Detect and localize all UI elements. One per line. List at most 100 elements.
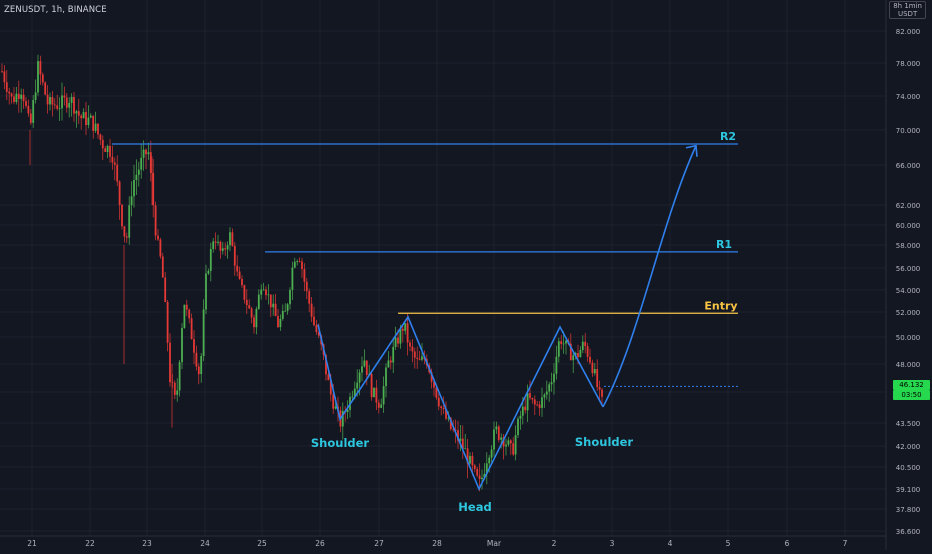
candle-body <box>250 308 253 318</box>
candle-body <box>490 449 493 458</box>
candle-body <box>459 438 462 441</box>
candle-body <box>238 271 241 279</box>
projection-arrow-path <box>602 145 697 408</box>
candle-body <box>73 96 75 114</box>
candle-body <box>197 366 200 375</box>
projection-arrow-head <box>685 144 698 157</box>
r1-level-label: R1 <box>716 238 732 251</box>
candle-body <box>183 304 186 328</box>
candle-body <box>589 356 591 363</box>
candle-body <box>593 369 596 374</box>
price-axis-label: 42.000 <box>896 443 921 451</box>
candle-body <box>149 152 152 173</box>
candle-body <box>449 417 452 429</box>
candle-body <box>214 241 217 243</box>
candle-body <box>435 387 438 398</box>
candle-body <box>308 291 311 304</box>
countdown-label: 8h 1min <box>893 2 922 10</box>
candle-body <box>526 393 529 411</box>
candle-body <box>579 350 582 358</box>
candle-body <box>418 358 421 360</box>
candle-body <box>577 353 579 358</box>
candle-body <box>58 108 61 110</box>
candle-body <box>15 93 18 103</box>
candle-body <box>255 308 258 328</box>
candle-body <box>106 145 109 153</box>
candle-body <box>53 104 56 106</box>
price-axis-label: 66.000 <box>896 162 921 170</box>
candle-body <box>584 341 587 347</box>
candle-body <box>171 382 174 383</box>
candle-body <box>409 342 411 347</box>
time-axis-label: 3 <box>610 539 615 548</box>
candle-body <box>464 448 467 450</box>
candle-body <box>476 468 479 476</box>
candle-body <box>389 360 392 363</box>
candle-body <box>137 169 140 175</box>
candle-body <box>454 429 457 431</box>
candle-body <box>63 95 66 98</box>
candle-body <box>495 426 498 430</box>
candle-body <box>512 443 515 455</box>
price-axis-label: 62.000 <box>896 202 921 210</box>
price-axis-label: 56.000 <box>896 265 921 273</box>
candle-body <box>274 303 277 317</box>
time-axis-label: 25 <box>257 539 267 548</box>
candle-body <box>75 111 78 114</box>
left-shoulder-label: Shoulder <box>311 436 370 450</box>
head-label: Head <box>458 500 491 514</box>
candle-body <box>34 92 37 101</box>
candle-body <box>524 406 527 411</box>
candle-body <box>363 360 366 367</box>
candle-body <box>406 323 409 343</box>
candle-body <box>147 152 150 155</box>
candle-body <box>317 332 320 336</box>
candle-body <box>555 356 558 374</box>
candle-body <box>519 415 522 419</box>
candle-body <box>392 346 395 363</box>
candle-body <box>327 374 330 381</box>
candle-body <box>224 248 227 250</box>
candle-body <box>598 387 601 390</box>
candle-body <box>509 440 512 444</box>
candle-body <box>229 232 231 246</box>
candle-body <box>469 455 471 464</box>
candle-body <box>212 241 215 250</box>
candle-body <box>385 367 387 387</box>
candle-body <box>173 382 176 395</box>
price-axis-label: 50.000 <box>896 334 921 342</box>
candle-body <box>262 289 265 291</box>
candle-body <box>152 172 155 206</box>
candle-body <box>233 245 236 266</box>
symbol-title[interactable]: ZENUSDT, 1h, BINANCE <box>4 5 107 15</box>
candle-body <box>279 318 282 328</box>
candle-body <box>373 387 375 398</box>
candle-body <box>569 343 572 361</box>
candle-body <box>51 97 54 105</box>
bar-countdown-tag: 03:50 <box>893 390 930 401</box>
candle-body <box>445 409 447 419</box>
price-axis-label: 54.000 <box>896 287 921 295</box>
candle-body <box>25 101 27 106</box>
candle-body <box>399 328 402 344</box>
candle-body <box>442 407 445 410</box>
candle-body <box>1 71 3 73</box>
candle-body <box>538 404 541 408</box>
candle-body <box>111 156 114 163</box>
candle-body <box>145 149 147 155</box>
price-axis-label: 78.000 <box>896 60 921 68</box>
candle-body <box>413 351 416 358</box>
time-axis-label: 2 <box>552 539 557 548</box>
candle-body <box>80 115 83 119</box>
candle-body <box>5 82 8 92</box>
candle-body <box>483 473 486 478</box>
candle-body <box>101 139 104 149</box>
candle-body <box>574 353 577 356</box>
candle-body <box>334 406 337 409</box>
currency-selector[interactable]: 8h 1min USDT <box>889 1 926 19</box>
candle-body <box>493 429 495 450</box>
entry-level-label: Entry <box>704 299 737 312</box>
price-axis-label: 37.800 <box>896 506 921 514</box>
